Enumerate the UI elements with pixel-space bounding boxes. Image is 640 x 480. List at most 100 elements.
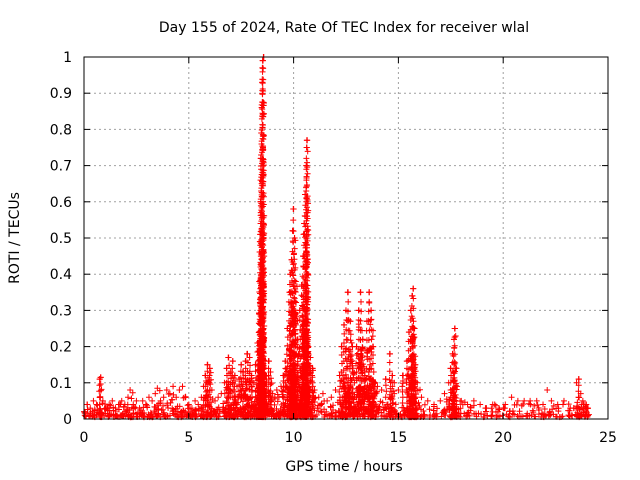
- data-point: [260, 76, 267, 83]
- data-point: [514, 397, 521, 404]
- data-point: [184, 402, 191, 409]
- data-point: [458, 397, 465, 404]
- data-point: [304, 137, 311, 144]
- data-point: [225, 354, 232, 361]
- y-tick-label: 0: [63, 412, 72, 428]
- data-point: [260, 329, 267, 336]
- data-point: [182, 408, 189, 415]
- data-point: [238, 361, 245, 368]
- data-point: [133, 397, 140, 404]
- y-tick-label: 0.4: [50, 267, 72, 283]
- data-point: [227, 387, 234, 394]
- data-point: [229, 365, 236, 372]
- data-point: [399, 383, 406, 390]
- data-point: [142, 401, 149, 408]
- data-point: [166, 390, 173, 397]
- data-point: [207, 399, 214, 406]
- data-point: [182, 394, 189, 401]
- data-point: [200, 411, 207, 418]
- data-point: [260, 212, 267, 219]
- data-point: [206, 372, 213, 379]
- data-point: [267, 381, 274, 388]
- data-point: [290, 294, 297, 301]
- data-point: [260, 246, 267, 253]
- y-tick-label: 0.6: [50, 195, 72, 211]
- data-point: [260, 167, 267, 174]
- data-point: [167, 399, 174, 406]
- data-point: [121, 401, 128, 408]
- data-point: [145, 394, 152, 401]
- data-point: [260, 296, 267, 303]
- data-point: [133, 411, 140, 418]
- y-tick-label: 0.3: [50, 303, 72, 319]
- data-point: [260, 269, 267, 276]
- data-point: [242, 405, 249, 412]
- y-tick-label: 0.8: [50, 122, 72, 138]
- data-point: [303, 187, 310, 194]
- data-point: [488, 413, 495, 420]
- data-point: [347, 337, 354, 344]
- data-point: [358, 298, 365, 305]
- data-point: [319, 390, 326, 397]
- data-point: [260, 201, 267, 208]
- x-tick-label: 10: [285, 430, 303, 446]
- data-point: [483, 405, 490, 412]
- data-point: [176, 387, 183, 394]
- data-point: [102, 410, 109, 417]
- data-point: [260, 258, 267, 265]
- data-point: [248, 372, 255, 379]
- data-point: [206, 379, 213, 386]
- data-point: [115, 401, 122, 408]
- data-point: [366, 289, 373, 296]
- data-point: [286, 337, 293, 344]
- data-point: [289, 269, 296, 276]
- data-point: [304, 148, 311, 155]
- data-point: [260, 224, 267, 231]
- data-point: [260, 99, 267, 106]
- x-tick-label: 20: [494, 430, 512, 446]
- data-point: [369, 333, 376, 340]
- data-point: [207, 369, 214, 376]
- data-point: [155, 406, 162, 413]
- data-point: [176, 403, 183, 410]
- data-point: [163, 387, 170, 394]
- data-point: [244, 350, 251, 357]
- data-point: [229, 358, 236, 365]
- data-point: [271, 401, 278, 408]
- data-point: [290, 206, 297, 213]
- data-point: [127, 387, 134, 394]
- data-point: [242, 406, 249, 413]
- data-point: [470, 397, 477, 404]
- data-point: [366, 298, 373, 305]
- data-point: [284, 359, 291, 366]
- data-point: [136, 405, 143, 412]
- data-point: [235, 399, 242, 406]
- data-point: [154, 385, 161, 392]
- data-point: [260, 190, 267, 197]
- data-point: [265, 365, 272, 372]
- data-point: [260, 113, 267, 120]
- data-point: [291, 282, 298, 289]
- data-point: [290, 261, 297, 268]
- data-point: [273, 387, 280, 394]
- axes: 0 5 10 15 20 25 0 0.1 0.2 0.3 0.4 0.5 0.6 0.7 0.8 0.9 1: [50, 50, 617, 446]
- y-tick-label: 0.9: [50, 86, 72, 102]
- x-tick-label: 25: [599, 430, 617, 446]
- data-point: [292, 288, 299, 295]
- x-tick-label: 5: [184, 430, 193, 446]
- y-tick-label: 0.2: [50, 340, 72, 356]
- data-point: [152, 390, 159, 397]
- data-point: [205, 391, 212, 398]
- data-point: [240, 368, 247, 375]
- data-point: [260, 231, 267, 238]
- data-point: [345, 289, 352, 296]
- data-point: [98, 386, 105, 393]
- data-point: [173, 394, 180, 401]
- y-tick-label: 0.5: [50, 231, 72, 247]
- data-point: [259, 156, 266, 163]
- data-point: [199, 406, 206, 413]
- data-point: [113, 412, 120, 419]
- data-point: [224, 399, 231, 406]
- data-point: [118, 397, 125, 404]
- data-point: [263, 404, 270, 411]
